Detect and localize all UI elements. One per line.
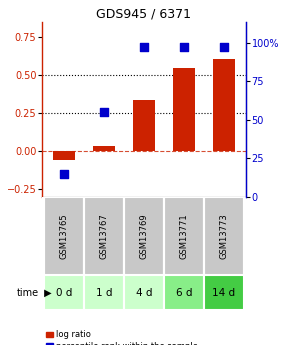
Point bbox=[222, 45, 226, 50]
Bar bbox=[173, 68, 195, 151]
Bar bbox=[124, 197, 164, 275]
Text: 14 d: 14 d bbox=[212, 287, 236, 297]
Text: 1 d: 1 d bbox=[96, 287, 112, 297]
Bar bbox=[124, 275, 164, 310]
Text: GSM13767: GSM13767 bbox=[100, 213, 108, 259]
Bar bbox=[84, 197, 124, 275]
Bar bbox=[213, 59, 235, 151]
Title: GDS945 / 6371: GDS945 / 6371 bbox=[96, 8, 192, 21]
Bar bbox=[164, 197, 204, 275]
Bar bbox=[44, 197, 84, 275]
Bar bbox=[53, 151, 75, 160]
Point bbox=[62, 171, 66, 177]
Text: GSM13771: GSM13771 bbox=[180, 213, 188, 259]
Bar bbox=[204, 197, 244, 275]
Point bbox=[142, 45, 146, 50]
Point bbox=[102, 109, 106, 115]
Text: 0 d: 0 d bbox=[56, 287, 72, 297]
Point bbox=[182, 45, 186, 50]
Legend: log ratio, percentile rank within the sample: log ratio, percentile rank within the sa… bbox=[46, 330, 198, 345]
Text: GSM13773: GSM13773 bbox=[219, 213, 229, 259]
Text: time: time bbox=[17, 287, 39, 297]
Text: GSM13769: GSM13769 bbox=[139, 213, 149, 259]
Text: 4 d: 4 d bbox=[136, 287, 152, 297]
Bar bbox=[44, 275, 84, 310]
Text: ▶: ▶ bbox=[40, 287, 51, 297]
Bar bbox=[133, 100, 155, 151]
Bar bbox=[84, 275, 124, 310]
Bar bbox=[204, 275, 244, 310]
Text: 6 d: 6 d bbox=[176, 287, 192, 297]
Bar bbox=[93, 146, 115, 151]
Text: GSM13765: GSM13765 bbox=[59, 213, 69, 259]
Bar bbox=[164, 275, 204, 310]
